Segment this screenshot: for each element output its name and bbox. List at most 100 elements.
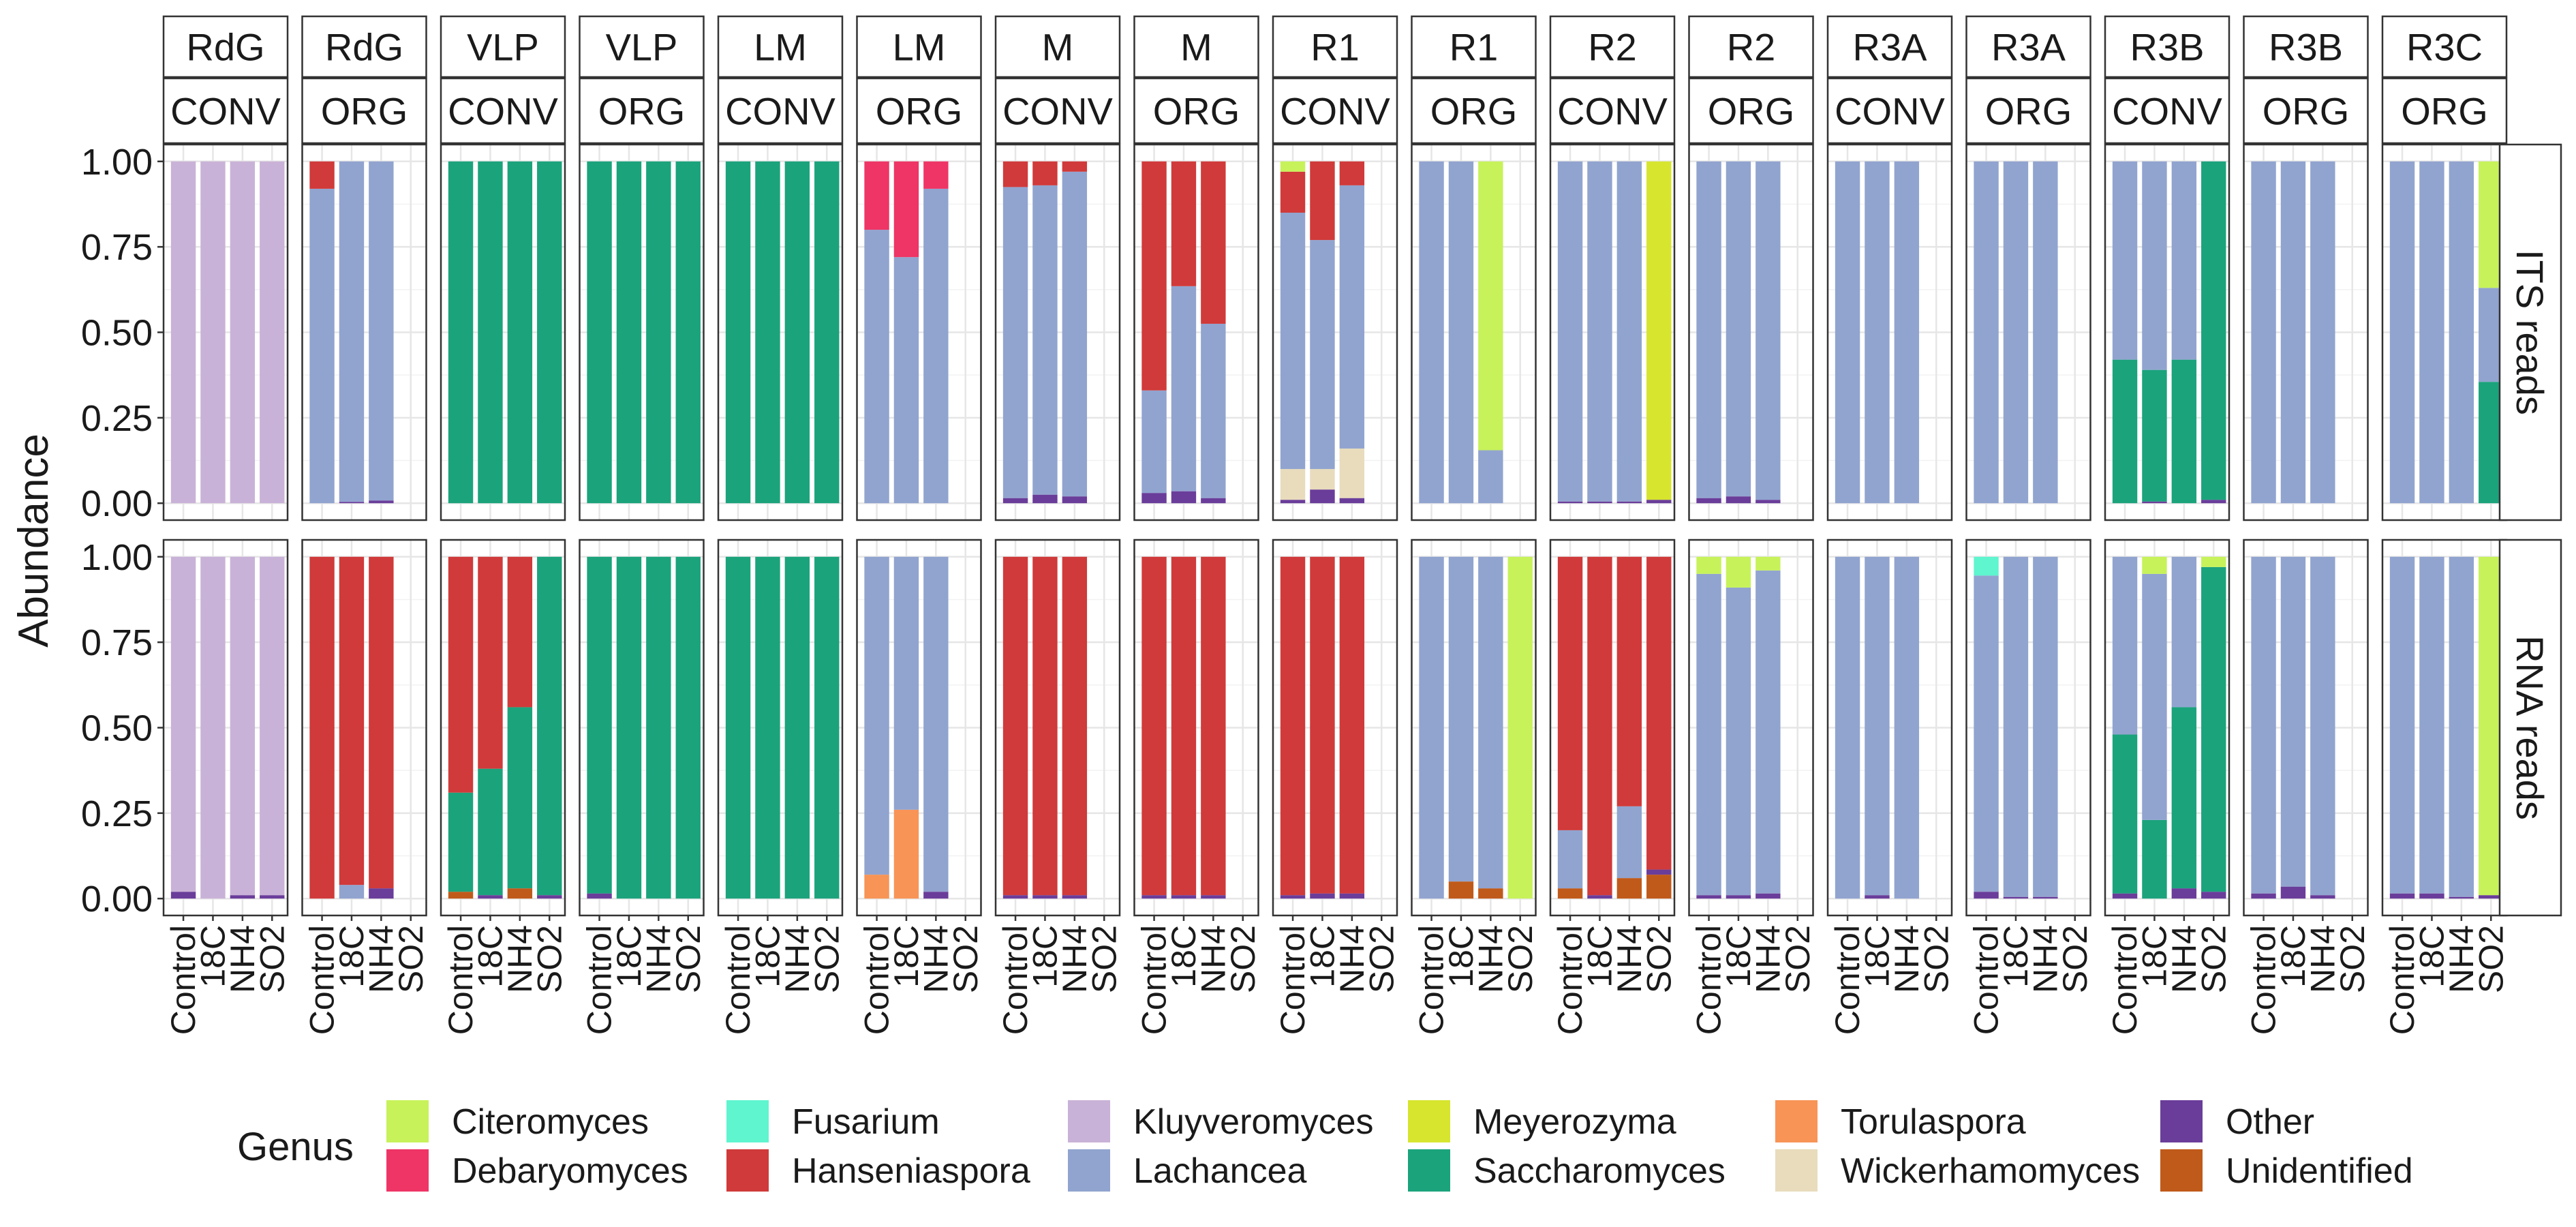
strip-site-box: [2243, 15, 2369, 78]
x-tick-label: NH4: [1749, 925, 1787, 993]
x-tick-label: 18C: [2135, 925, 2173, 988]
x-tick-label: Control: [1828, 925, 1867, 1035]
legend: Genus Citeromyces Debaryomyces Fusarium Han…: [237, 1100, 2413, 1192]
bar-segment-other: [1726, 895, 1751, 899]
legend-label: Other: [2226, 1102, 2314, 1142]
bar-segment-unidentified: [1478, 888, 1503, 899]
bar-segment-other: [923, 892, 949, 899]
strip-site-box: [1272, 15, 1398, 78]
y-axis-title: Abundance: [10, 434, 57, 648]
bar-segment-lachancea: [369, 161, 394, 501]
bar-segment-lachancea: [339, 161, 365, 502]
x-tick-label: SO2: [2472, 925, 2510, 993]
bar-segment-lachancea: [1419, 556, 1444, 899]
x-tick-label: NH4: [362, 925, 400, 993]
strip-site-label: RdG: [325, 26, 403, 69]
bar-segment-lachancea: [2310, 161, 2335, 504]
strip-system-box: [440, 77, 566, 145]
bar-segment-hanseniaspora: [448, 556, 474, 793]
strip-system-label: CONV: [1280, 90, 1390, 133]
legend-swatch: [1068, 1149, 1110, 1192]
x-tick-label: SO2: [392, 925, 430, 993]
panel-border: [1965, 539, 2091, 917]
panel-border: [856, 539, 982, 917]
strip-site-label: M: [1180, 26, 1212, 69]
panel-border: [994, 143, 1121, 521]
bar-segment-other: [2201, 500, 2226, 504]
legend-item: Other: [2160, 1100, 2314, 1142]
bar-segment-lachancea: [1587, 161, 1612, 502]
strip-system-label: ORG: [1708, 90, 1795, 133]
bar-segment-hanseniaspora: [1616, 556, 1642, 806]
strip-site-box: [162, 15, 289, 78]
x-tick-label: 18C: [1997, 925, 2035, 988]
bar-segment-unidentified: [448, 892, 474, 899]
bar-segment-saccharomyces: [755, 161, 780, 504]
bar-segment-other: [170, 892, 196, 899]
bar-segment-saccharomyces: [2201, 161, 2226, 500]
bar-segment-hanseniaspora: [1310, 556, 1335, 894]
strip-system-box: [717, 77, 844, 145]
y-tick-label: 0.00: [81, 483, 153, 524]
bar-segment-hanseniaspora: [309, 556, 335, 899]
x-tick-label: NH4: [2026, 925, 2064, 993]
bar-segment-other: [1032, 895, 1058, 899]
bar-layer: [170, 161, 2504, 899]
x-tick-label: 18C: [1580, 925, 1619, 988]
bar-segment-saccharomyces: [814, 161, 840, 504]
bar-segment-citeromyces: [1696, 556, 1721, 574]
bar-segment-other: [587, 893, 612, 899]
x-tick-label: 18C: [1303, 925, 1341, 988]
bar-segment-other: [2142, 501, 2167, 504]
bar-segment-lachancea: [1696, 573, 1721, 896]
x-tick-label: NH4: [1056, 925, 1094, 993]
bar-segment-hanseniaspora: [478, 556, 503, 769]
bar-segment-hanseniaspora: [1310, 161, 1335, 241]
bar-segment-other: [1557, 501, 1583, 504]
panel-border: [2104, 143, 2230, 521]
bar-segment-lachancea: [923, 556, 949, 892]
strip-system-label: ORG: [876, 90, 963, 133]
x-tick-label: SO2: [2194, 925, 2233, 993]
x-tick-label: Control: [2383, 925, 2421, 1035]
bar-segment-saccharomyces: [507, 161, 533, 504]
bar-segment-lachancea: [2449, 161, 2474, 504]
bar-segment-lachancea: [2142, 573, 2167, 820]
bar-segment-hanseniaspora: [1141, 161, 1167, 391]
strip-system-label: CONV: [448, 90, 558, 133]
bar-segment-wickerhamomyces: [1280, 469, 1306, 500]
strip-site-box: [579, 15, 705, 78]
bar-segment-hanseniaspora: [1557, 556, 1583, 830]
legend-label: Wickerhamomyces: [1841, 1151, 2140, 1191]
bar-segment-other: [1062, 496, 1088, 504]
panel-border: [2243, 143, 2369, 521]
x-tick-label: Control: [1274, 925, 1312, 1035]
panel-border: [1272, 143, 1398, 521]
bar-segment-hanseniaspora: [309, 161, 335, 189]
bar-segment-other: [1171, 895, 1197, 899]
bar-segment-other: [2112, 893, 2138, 899]
bar-segment-lachancea: [864, 230, 889, 504]
bar-segment-saccharomyces: [478, 161, 503, 504]
bar-segment-lachancea: [1696, 161, 1721, 498]
bar-segment-other: [1280, 500, 1306, 504]
x-tick-label: Control: [2106, 925, 2144, 1035]
strip-site-box: [994, 15, 1121, 78]
bar-segment-other: [1062, 895, 1088, 899]
bar-segment-hanseniaspora: [339, 556, 365, 885]
bar-segment-saccharomyces: [814, 556, 840, 899]
legend-label: Fusarium: [792, 1102, 940, 1142]
bar-segment-saccharomyces: [725, 161, 751, 504]
bar-segment-lachancea: [2033, 161, 2058, 504]
bar-segment-unidentified: [1557, 888, 1583, 899]
bar-segment-other: [2251, 893, 2276, 899]
panel-border: [1826, 539, 1953, 917]
x-tick-label: NH4: [1888, 925, 1926, 993]
bar-segment-other: [1646, 869, 1672, 875]
strip-system-label: ORG: [321, 90, 408, 133]
strip-row-box: [2498, 539, 2562, 917]
bar-segment-lachancea: [1894, 161, 1920, 504]
panel-border: [440, 539, 566, 917]
bar-segment-other: [1141, 493, 1167, 504]
